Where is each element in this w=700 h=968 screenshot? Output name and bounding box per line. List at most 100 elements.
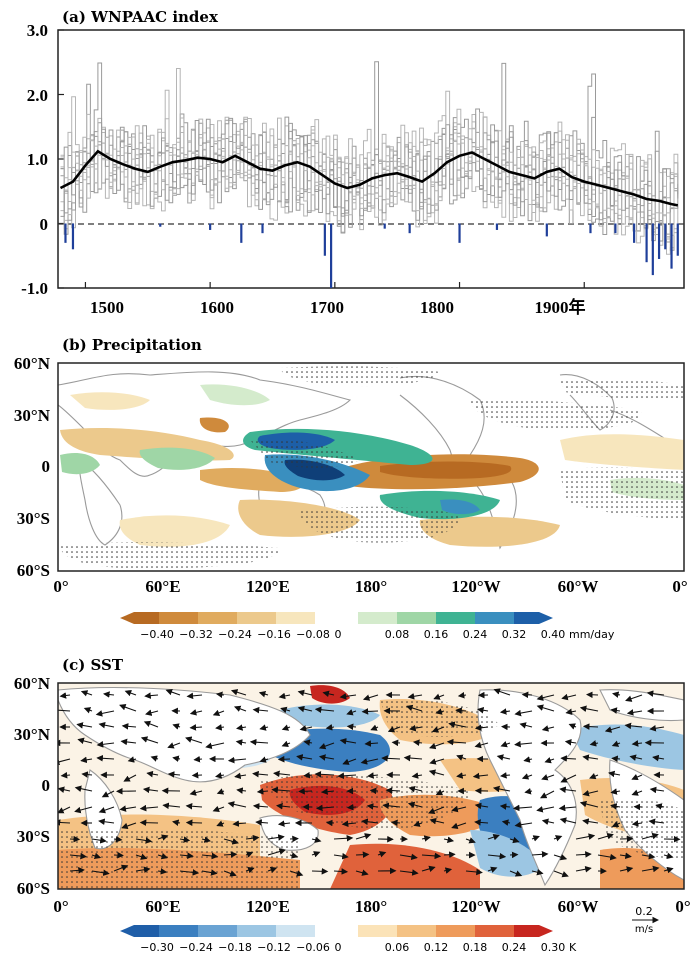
wind-vector: [579, 800, 599, 808]
wind-vector: [443, 867, 453, 874]
lat-label: 30°S: [17, 509, 50, 528]
wind-vector: [553, 854, 568, 861]
wind-vector: [252, 770, 269, 778]
lat-label: 0: [42, 776, 51, 795]
wind-vector: [457, 691, 467, 699]
wind-vector: [536, 806, 555, 813]
wind-vector: [663, 852, 674, 859]
wind-vector: [355, 851, 370, 858]
wind-vector: [381, 755, 401, 762]
wind-vector: [631, 820, 643, 827]
wind-vector: [232, 820, 247, 827]
wind-vector: [521, 773, 533, 780]
vector-ref-value: 0.2: [635, 905, 653, 918]
wind-vector: [370, 724, 379, 731]
wind-vector: [641, 852, 656, 860]
y-tick-label: 3.0: [27, 21, 48, 40]
panel-c-axes: 60°N 30°N 0 30°S 60°S 0° 60°E 120°E 180°…: [14, 674, 691, 935]
wind-vector: [429, 817, 445, 825]
wind-vector: [559, 817, 577, 824]
wind-vector: [150, 755, 159, 762]
lat-label: 60°S: [17, 561, 50, 580]
wind-vector: [582, 754, 599, 761]
wind-vector: [157, 868, 168, 875]
panel-b-title: (b) Precipitation: [62, 336, 202, 354]
wind-vector: [277, 755, 291, 763]
wind-vector: [119, 805, 137, 812]
wind-vector: [212, 805, 225, 813]
wind-vector: [487, 852, 507, 860]
wind-vector: [443, 836, 455, 843]
lon-label: 60°E: [145, 897, 180, 916]
wind-vector: [346, 723, 357, 731]
wind-vector: [179, 836, 191, 843]
wind-vector: [333, 834, 354, 842]
wind-vector: [391, 819, 401, 827]
wind-vector: [227, 756, 247, 764]
wind-vector: [346, 709, 357, 716]
wind-vector: [58, 758, 71, 766]
sst-colorbar-swatch: [276, 925, 315, 937]
wind-vector: [641, 865, 660, 873]
wind-vector: [303, 739, 313, 746]
wind-vector: [412, 739, 423, 746]
y-tick-label: 2.0: [27, 86, 48, 105]
wind-vector: [98, 721, 115, 729]
wind-vector: [80, 756, 93, 764]
x-tick-label: 1500: [90, 298, 124, 317]
wind-vector: [531, 868, 544, 876]
wind-vector: [322, 690, 335, 698]
panel-c: (c) SST: [14, 656, 691, 954]
wind-vector: [193, 755, 203, 763]
wind-vector: [509, 836, 520, 844]
wind-vector: [492, 785, 511, 793]
wind-vector: [435, 789, 445, 796]
sst-map: [58, 683, 684, 889]
wind-vector: [531, 835, 540, 842]
wind-vector: [474, 819, 489, 826]
sst-colorbar: −0.30 −0.24 −0.18 −0.12 −0.06 0 0.06 0.12 0.18 0.…: [120, 925, 577, 954]
precip-colorbar-label: 0.08: [385, 628, 410, 641]
wind-vector: [446, 738, 467, 746]
wind-vector: [407, 693, 423, 700]
wind-vector: [216, 820, 225, 827]
wind-vector: [157, 834, 169, 841]
wind-vector: [648, 818, 665, 826]
wind-vector: [451, 822, 467, 829]
y-tick-label: 0: [40, 215, 49, 234]
wind-vector: [403, 754, 423, 762]
wind-vector: [477, 706, 489, 714]
wind-vector: [167, 742, 181, 749]
panel-a-series: [59, 149, 679, 288]
lon-label: 0°: [53, 577, 68, 596]
wind-vector: [611, 755, 621, 763]
wind-vector: [83, 707, 93, 714]
wind-vector: [321, 788, 335, 795]
wind-vector: [189, 724, 203, 731]
wind-vector: [496, 754, 511, 761]
precip-colorbar-swatch: [159, 612, 198, 624]
wind-vector: [346, 803, 357, 811]
wind-vector: [619, 866, 634, 873]
wind-vector: [223, 870, 237, 877]
wind-vector: [280, 706, 291, 714]
wind-vector: [235, 739, 247, 746]
sst-colorbar-label: 0.12: [424, 941, 449, 954]
wind-vector: [612, 691, 621, 698]
wind-vector: [560, 755, 577, 762]
wind-vector: [271, 786, 291, 794]
vector-reference: 0.2 m/s: [632, 905, 660, 935]
wind-vector: [103, 691, 115, 698]
wind-vector: [289, 870, 304, 877]
wind-vector: [629, 754, 643, 761]
wind-vector: [369, 787, 379, 795]
wind-vector: [223, 838, 239, 845]
wind-vector: [451, 805, 467, 813]
wind-vector: [140, 736, 159, 744]
lon-label: 60°W: [558, 897, 599, 916]
wind-vector: [649, 786, 665, 794]
precip-colorbar-swatch: [120, 612, 159, 624]
x-tick-label: 1600: [200, 298, 234, 317]
wind-vector: [519, 722, 533, 729]
wind-vector: [124, 690, 137, 697]
